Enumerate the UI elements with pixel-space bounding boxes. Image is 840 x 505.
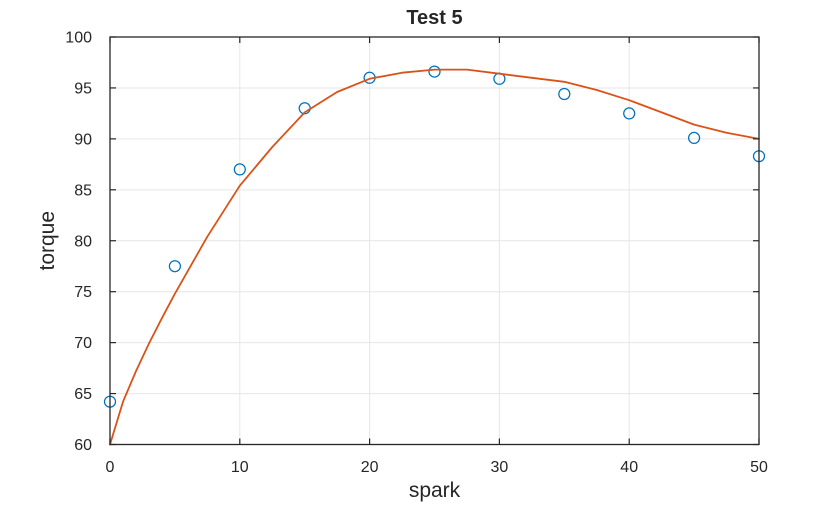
y-tick-label: 95 [74,80,92,97]
y-tick-label: 65 [74,386,92,403]
y-axis-label: torque [36,211,59,271]
data-point-marker [428,65,441,78]
y-tick-label: 75 [74,284,92,301]
x-tick-label: 20 [361,459,379,476]
y-tick-label: 85 [74,182,92,199]
x-tick-label: 50 [750,459,768,476]
x-tick-label: 10 [231,459,249,476]
data-series [103,65,766,446]
x-tick-label: 30 [491,459,509,476]
data-point-marker [558,87,571,101]
chart-title: Test 5 [406,7,462,29]
y-tick-label: 90 [74,131,92,148]
x-tick-label: 40 [620,459,638,476]
x-tick-label: 0 [106,459,115,476]
x-axis-label: spark [409,479,461,502]
axes-box-and-ticks [109,36,760,446]
gridlines [110,37,759,445]
y-tick-label: 80 [74,233,92,250]
data-point-marker [233,163,246,176]
data-point-marker [687,131,701,145]
fit-line [109,68,760,446]
y-tick-label: 70 [74,335,92,352]
data-point-marker [168,260,182,273]
y-tick-label: 60 [74,437,92,454]
data-point-marker [623,107,636,120]
y-tick-label: 100 [65,30,92,47]
tick-labels: 0 10 20 30 40 50 60 65 70 75 80 85 90 95 100 [65,30,768,477]
